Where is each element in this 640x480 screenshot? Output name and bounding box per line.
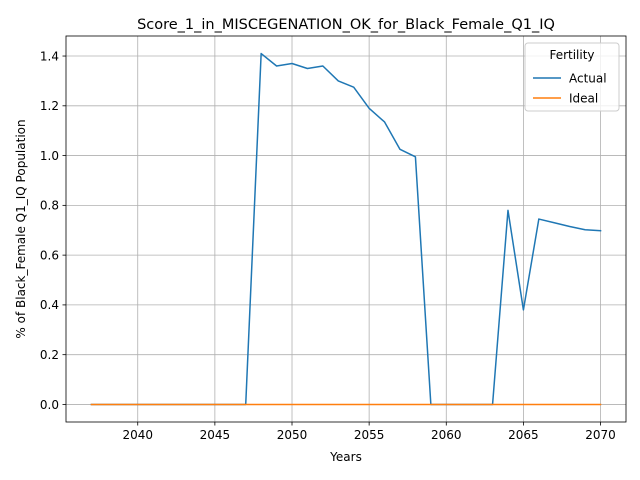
x-tick-label: 2045 — [200, 428, 231, 442]
x-tick-label: 2040 — [122, 428, 153, 442]
y-tick-label: 1.2 — [40, 99, 59, 113]
x-tick-label: 2055 — [354, 428, 385, 442]
x-tick-label: 2050 — [277, 428, 308, 442]
legend-label-ideal: Ideal — [569, 91, 598, 105]
x-tick-label: 2060 — [431, 428, 462, 442]
y-axis-label: % of Black_Female Q1_IQ Population — [14, 119, 28, 338]
legend-label-actual: Actual — [569, 71, 607, 85]
plot-frame — [65, 35, 627, 423]
x-tick-label: 2070 — [585, 428, 616, 442]
x-axis-ticks: 2040 2045 2050 2055 2060 2065 2070 — [122, 422, 616, 442]
series-lines — [90, 52, 602, 406]
legend-title: Fertility — [549, 48, 594, 62]
y-tick-label: 1.0 — [40, 149, 59, 163]
y-tick-label: 0.6 — [40, 248, 59, 262]
legend: Fertility Actual Ideal — [524, 42, 620, 112]
y-axis-ticks: 0.0 0.2 0.4 0.6 0.8 1.0 1.2 1.4 — [40, 49, 66, 412]
chart-title: Score_1_in_MISCEGENATION_OK_for_Black_Fe… — [137, 17, 555, 33]
y-tick-label: 0.4 — [40, 298, 59, 312]
legend-frame — [524, 42, 620, 112]
y-tick-label: 0.0 — [40, 398, 59, 412]
y-tick-label: 0.8 — [40, 199, 59, 213]
y-tick-label: 1.4 — [40, 49, 59, 63]
x-axis-label: Years — [329, 450, 362, 464]
y-tick-label: 0.2 — [40, 348, 59, 362]
x-tick-label: 2065 — [508, 428, 539, 442]
